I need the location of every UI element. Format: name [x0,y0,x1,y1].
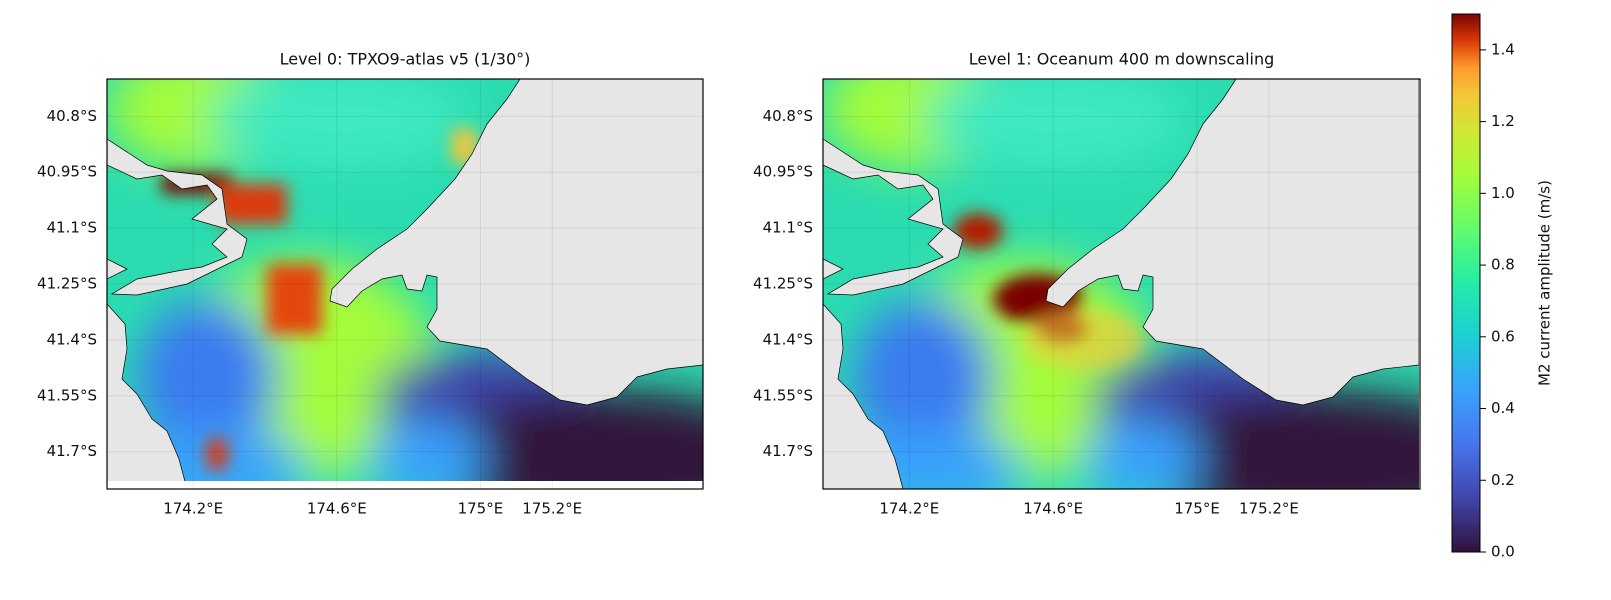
y-tick-label: 41.4°S [47,330,97,348]
y-tick-label: 41.55°S [753,386,813,404]
map-panel-1 [823,79,1419,489]
x-tick-label: 174.2°E [163,500,223,518]
x-tick-label: 174.6°E [1023,500,1083,518]
map-panel-0 [107,79,703,489]
colorbar [1451,13,1481,553]
x-tick-label: 175.2°E [1239,500,1299,518]
x-tick-label: 175°E [1174,500,1220,518]
colorbar-tick-label: 1.0 [1491,184,1515,202]
colorbar-tick-label: 0.6 [1491,327,1515,345]
x-tick-label: 174.2°E [879,500,939,518]
colorbar-label: M2 current amplitude (m/s) [1536,180,1554,386]
panel-frame [822,78,1421,490]
colorbar-tick-label: 0.0 [1491,543,1515,561]
y-tick-label: 41.4°S [763,330,813,348]
y-tick-label: 41.55°S [37,386,97,404]
colorbar-tick-label: 1.4 [1491,40,1515,58]
y-tick-label: 41.7°S [47,442,97,460]
colorbar-tick-label: 0.8 [1491,256,1515,274]
x-tick-label: 175.2°E [522,500,582,518]
y-tick-label: 40.95°S [753,163,813,181]
y-tick-label: 41.1°S [47,219,97,237]
map-title: Level 1: Oceanum 400 m downscaling [969,50,1275,69]
y-tick-label: 41.7°S [763,442,813,460]
y-tick-label: 41.1°S [763,219,813,237]
colorbar-tick-label: 0.4 [1491,399,1515,417]
colorbar-tick-label: 1.2 [1491,112,1515,130]
x-tick-label: 174.6°E [307,500,367,518]
colorbar-tick-label: 0.2 [1491,471,1515,489]
y-tick-label: 40.95°S [37,163,97,181]
y-tick-label: 41.25°S [37,275,97,293]
panel-frame [106,78,704,490]
y-tick-label: 40.8°S [763,107,813,125]
y-tick-label: 40.8°S [47,107,97,125]
x-tick-label: 175°E [458,500,504,518]
map-title: Level 0: TPXO9-atlas v5 (1/30°) [280,50,531,69]
y-tick-label: 41.25°S [753,275,813,293]
